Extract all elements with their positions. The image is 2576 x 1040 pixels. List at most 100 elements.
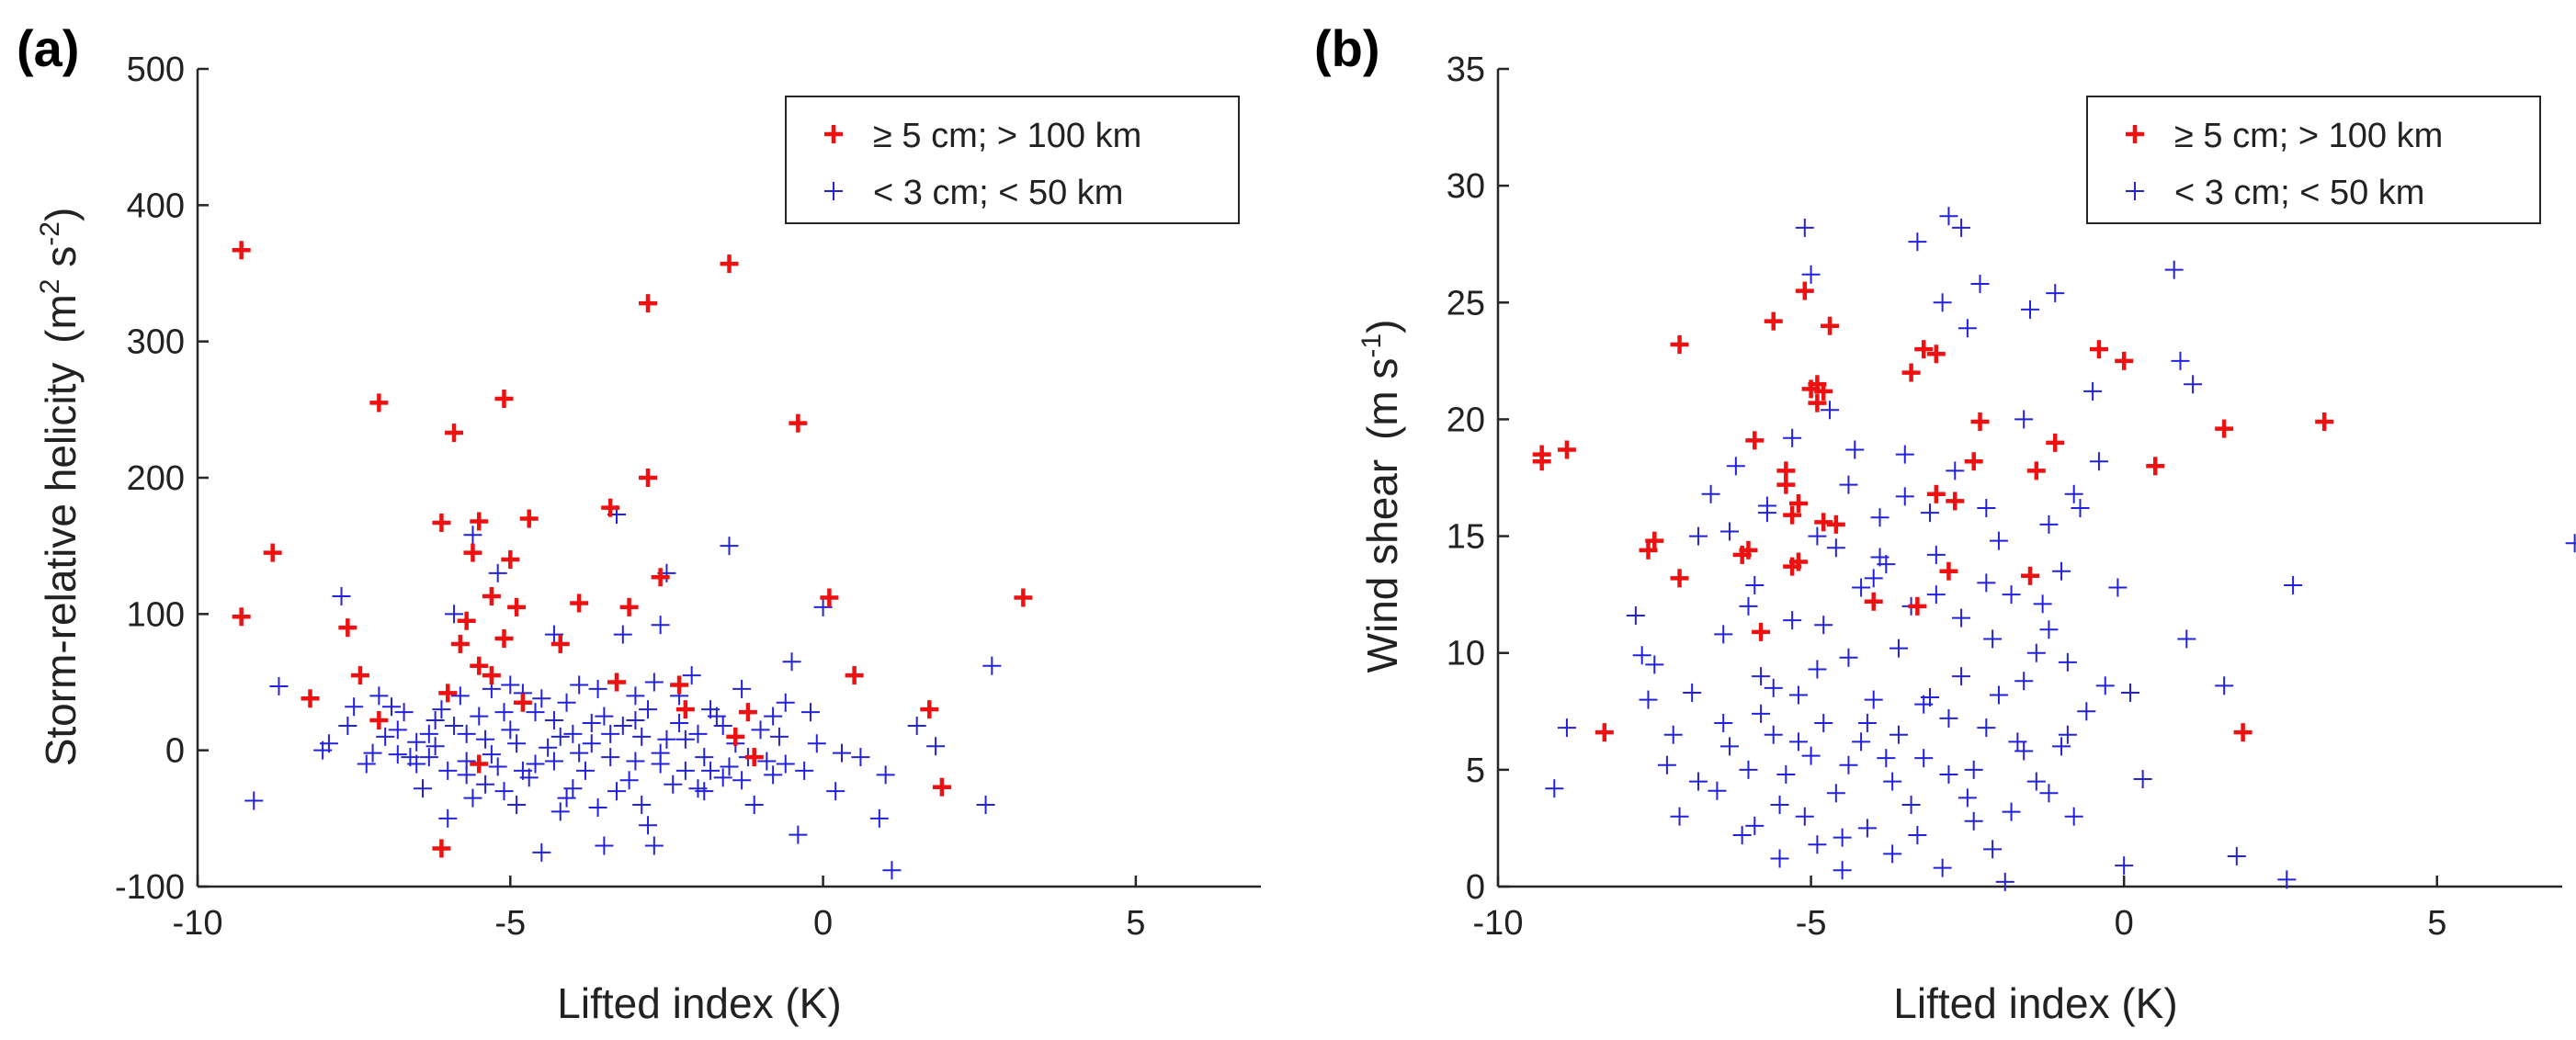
point-blue-a xyxy=(519,768,539,787)
point-blue-b xyxy=(1663,725,1683,744)
point-blue-b xyxy=(1995,872,2014,891)
point-blue-a xyxy=(575,761,595,780)
point-red-b xyxy=(1776,475,1796,494)
point-blue-b xyxy=(2046,284,2065,303)
y-tick-label-a: 400 xyxy=(127,187,185,225)
point-blue-a xyxy=(720,757,739,776)
y-axis-label-b: Wind shear (m s-1) xyxy=(1356,320,1406,673)
x-tick-label-a: -10 xyxy=(173,904,223,943)
point-red-a xyxy=(519,509,539,528)
y-tick-label-b: 35 xyxy=(1447,51,1485,89)
point-blue-b xyxy=(2133,770,2152,789)
point-blue-b xyxy=(2026,772,2046,791)
point-red-b xyxy=(1821,316,1840,335)
point-blue-a xyxy=(601,748,620,767)
point-blue-a xyxy=(582,734,601,753)
point-red-a xyxy=(513,693,532,712)
point-blue-b xyxy=(1864,569,1883,588)
point-blue-b xyxy=(1933,858,1952,877)
point-blue-a xyxy=(457,765,476,785)
point-blue-a xyxy=(539,738,558,757)
point-red-b xyxy=(1783,505,1802,525)
chart-panel-b: (b) Lifted index (K) Wind shear (m s-1) … xyxy=(1314,19,2576,1027)
point-red-b xyxy=(1814,381,1833,401)
point-blue-a xyxy=(833,743,852,763)
point-blue-b xyxy=(1808,835,1827,854)
point-blue-b xyxy=(1639,690,1658,709)
point-blue-a xyxy=(445,716,464,735)
point-red-b xyxy=(1532,452,1551,471)
point-blue-b xyxy=(1857,819,1877,838)
point-red-a xyxy=(438,684,458,703)
y-tick-label-b: 30 xyxy=(1447,167,1485,206)
point-blue-a xyxy=(381,697,401,717)
y-axis-label-a: Storm-relative helicity (m2 s-2) xyxy=(35,208,85,767)
point-blue-a xyxy=(532,842,551,862)
point-blue-b xyxy=(2095,676,2115,695)
x-tick-label-b: 5 xyxy=(2427,904,2446,943)
point-blue-b xyxy=(2089,452,2108,471)
point-blue-b xyxy=(1939,708,1958,728)
point-red-a xyxy=(232,607,251,627)
point-blue-b xyxy=(1739,596,1758,616)
legend-entry-blue-a: < 3 cm; < 50 km xyxy=(873,174,1123,212)
point-blue-b xyxy=(1757,503,1776,523)
point-blue-a xyxy=(476,774,495,794)
point-blue-a xyxy=(494,782,514,801)
point-red-a xyxy=(432,839,451,858)
point-blue-b xyxy=(2071,499,2090,518)
point-red-b xyxy=(1946,492,1965,511)
legend-box-a xyxy=(785,96,1240,224)
point-blue-a xyxy=(544,711,563,730)
point-blue-b xyxy=(1688,526,1708,546)
point-red-a xyxy=(920,700,939,719)
point-red-a xyxy=(720,254,739,274)
point-blue-a xyxy=(800,703,820,722)
point-blue-b xyxy=(1926,585,1946,605)
y-tick-label-b: 5 xyxy=(1466,752,1485,790)
point-blue-b xyxy=(1883,844,1902,864)
point-blue-b xyxy=(1939,764,1958,784)
point-red-b xyxy=(1752,622,1771,641)
point-blue-b xyxy=(1657,755,1676,774)
plot-area-b: 0 5 10 15 20 25 30 35 -10 -5 0 5 xyxy=(1447,51,2576,943)
y-axis-label-a-unit-mid: s xyxy=(37,246,85,279)
point-red-a xyxy=(482,587,501,606)
point-blue-a xyxy=(682,666,701,685)
legend-marker-red-b xyxy=(2126,125,2144,143)
point-blue-a xyxy=(507,734,527,753)
point-blue-a xyxy=(445,605,464,624)
point-blue-a xyxy=(744,796,764,814)
point-red-b xyxy=(1964,452,1983,471)
point-blue-b xyxy=(1821,401,1840,420)
point-blue-b xyxy=(1939,207,1958,226)
point-red-b xyxy=(1795,281,1814,300)
point-blue-b xyxy=(1557,718,1576,738)
point-blue-b xyxy=(1889,725,1908,744)
point-blue-a xyxy=(482,745,501,764)
point-blue-a xyxy=(501,720,520,740)
plot-area-a: -100 0 100 200 300 400 500 -10 -5 0 5 xyxy=(115,51,1261,943)
point-blue-b xyxy=(2008,732,2027,752)
point-blue-a xyxy=(607,782,626,801)
point-blue-a xyxy=(550,802,570,821)
point-blue-b xyxy=(2058,652,2077,672)
point-blue-a xyxy=(332,587,351,606)
point-blue-a xyxy=(476,729,495,749)
point-red-a xyxy=(445,424,464,443)
point-blue-a xyxy=(651,743,670,763)
point-blue-a xyxy=(544,625,563,644)
point-blue-b xyxy=(2164,260,2184,279)
point-blue-b xyxy=(1989,685,2008,705)
point-blue-a xyxy=(419,724,438,743)
point-blue-a xyxy=(463,788,482,808)
point-blue-a xyxy=(507,796,527,814)
point-blue-a xyxy=(588,797,607,817)
point-blue-b xyxy=(2083,381,2103,401)
point-red-a xyxy=(601,498,620,517)
point-blue-a xyxy=(632,727,652,746)
point-blue-b xyxy=(2002,585,2021,605)
point-blue-b xyxy=(1977,718,1996,738)
point-red-a xyxy=(501,550,520,569)
